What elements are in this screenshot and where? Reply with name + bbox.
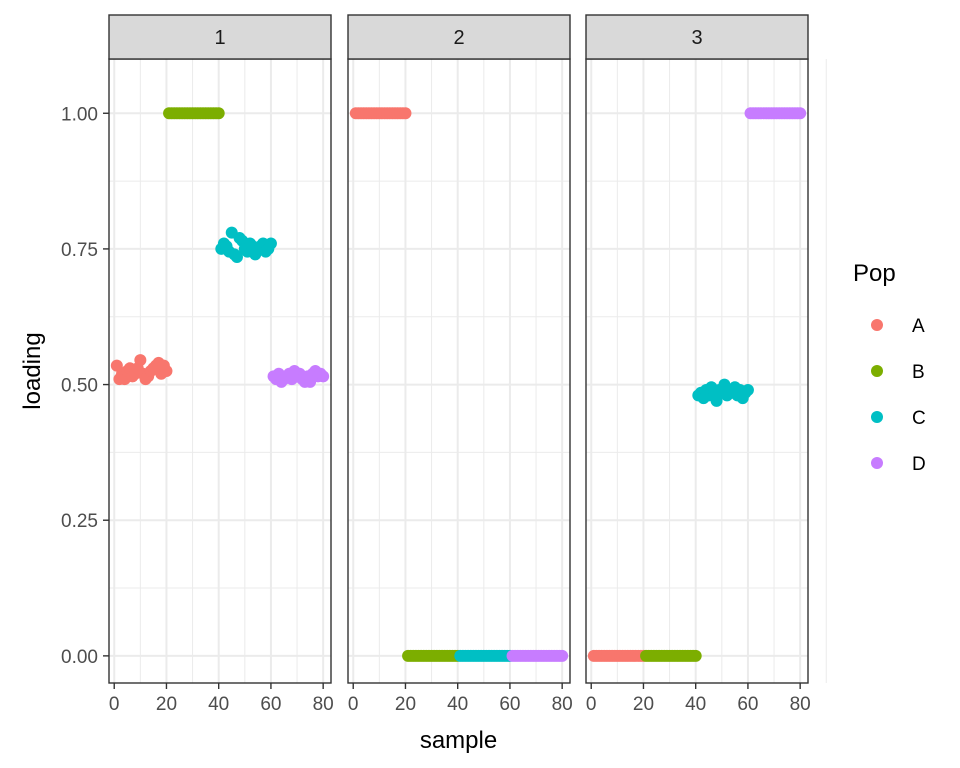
- point-A: [134, 354, 147, 367]
- facet-strip-label: 1: [214, 27, 225, 49]
- x-tick-label: 0: [109, 694, 120, 715]
- facet-strip: [585, 14, 809, 60]
- y-tick-label: 0.25: [61, 511, 98, 532]
- point-D: [794, 107, 807, 120]
- x-axis-title: sample: [420, 727, 497, 754]
- legend-key-C: [871, 411, 883, 423]
- x-tick-label: 40: [447, 694, 468, 715]
- facet-panel-1: 1 0 20 40 60 80: [108, 14, 350, 715]
- legend-key-A: [871, 319, 883, 331]
- y-tick-label: 0.50: [61, 376, 98, 397]
- point-C: [264, 237, 277, 250]
- facet-panel-2: 20 20 40 60 80: [347, 14, 589, 715]
- facet-strip-label: 3: [691, 27, 702, 49]
- x-axis-3: 0 20 40 60 80: [586, 683, 811, 715]
- x-tick-label: 20: [156, 694, 177, 715]
- x-tick-label: 40: [208, 694, 229, 715]
- legend-key-B: [871, 365, 883, 377]
- point-B: [689, 649, 702, 662]
- facet-strip: [347, 14, 571, 60]
- panel-background: [586, 59, 808, 683]
- point-C: [741, 383, 754, 396]
- x-tick-label: 80: [790, 694, 811, 715]
- x-axis-2: 0 20 40 60 80: [348, 683, 573, 715]
- facet-panel-3: 3 0 20 40 60 80: [585, 14, 827, 715]
- panel-background: [348, 59, 570, 683]
- facet-strip: [108, 14, 332, 60]
- point-A: [160, 365, 173, 377]
- y-tick-label: 0.75: [61, 240, 98, 261]
- x-tick-label: 20: [395, 694, 416, 715]
- x-tick-label: 0: [586, 694, 597, 715]
- y-tick-label: 1.00: [61, 104, 98, 125]
- legend-label-A: A: [912, 316, 925, 337]
- x-tick-label: 20: [633, 694, 654, 715]
- point-A: [399, 107, 412, 120]
- x-axis-1: 0 20 40 60 80: [109, 683, 334, 715]
- x-tick-label: 80: [552, 694, 573, 715]
- x-tick-label: 0: [348, 694, 359, 715]
- legend-label-D: D: [912, 454, 926, 475]
- legend: Pop A B C D: [853, 260, 926, 475]
- point-C: [230, 251, 243, 264]
- x-tick-label: 40: [685, 694, 706, 715]
- x-tick-label: 80: [313, 694, 334, 715]
- points: [349, 107, 569, 662]
- points: [110, 107, 330, 388]
- y-axis: 0.00 0.25 0.50 0.75 1.00: [61, 104, 109, 668]
- y-tick-label: 0.00: [61, 647, 98, 668]
- x-tick-label: 60: [737, 694, 758, 715]
- x-tick-label: 60: [260, 694, 281, 715]
- y-axis-title: loading: [19, 332, 46, 409]
- legend-key-D: [871, 457, 883, 469]
- x-tick-label: 60: [499, 694, 520, 715]
- point-B: [212, 107, 225, 120]
- points: [587, 107, 807, 662]
- point-D: [556, 649, 569, 662]
- facet-strip-label: 2: [453, 27, 464, 49]
- point-D: [317, 370, 330, 383]
- legend-title: Pop: [853, 260, 896, 287]
- legend-label-C: C: [912, 408, 926, 429]
- legend-label-B: B: [912, 362, 925, 383]
